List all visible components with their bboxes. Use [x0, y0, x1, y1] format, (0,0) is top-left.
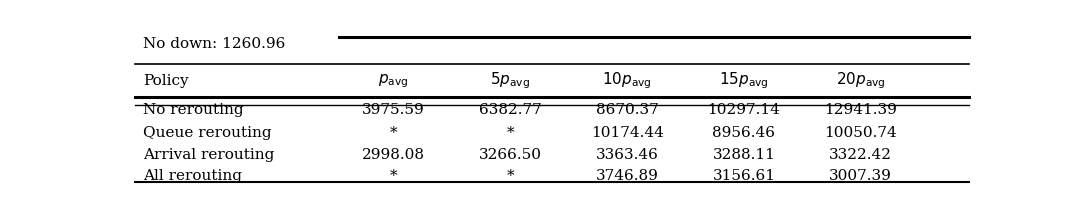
Text: 3975.59: 3975.59: [362, 103, 424, 117]
Text: No rerouting: No rerouting: [143, 103, 243, 117]
Text: 10050.74: 10050.74: [824, 126, 897, 140]
Text: 10174.44: 10174.44: [590, 126, 663, 140]
Text: 2998.08: 2998.08: [362, 148, 424, 161]
Text: All rerouting: All rerouting: [143, 169, 242, 183]
Text: 10297.14: 10297.14: [708, 103, 781, 117]
Text: No down: 1260.96: No down: 1260.96: [143, 37, 285, 51]
Text: Policy: Policy: [143, 74, 188, 88]
Text: 3288.11: 3288.11: [713, 148, 775, 161]
Text: $10p_{\mathrm{avg}}$: $10p_{\mathrm{avg}}$: [602, 71, 652, 91]
Text: $15p_{\mathrm{avg}}$: $15p_{\mathrm{avg}}$: [719, 71, 769, 91]
Text: Queue rerouting: Queue rerouting: [143, 126, 271, 140]
Text: 3322.42: 3322.42: [829, 148, 892, 161]
Text: Arrival rerouting: Arrival rerouting: [143, 148, 275, 161]
Text: 3156.61: 3156.61: [713, 169, 775, 183]
Text: $20p_{\mathrm{avg}}$: $20p_{\mathrm{avg}}$: [836, 71, 885, 91]
Text: 8956.46: 8956.46: [713, 126, 775, 140]
Text: 3363.46: 3363.46: [596, 148, 658, 161]
Text: *: *: [390, 169, 397, 183]
Text: $5p_{\mathrm{avg}}$: $5p_{\mathrm{avg}}$: [490, 71, 530, 91]
Text: 3266.50: 3266.50: [479, 148, 542, 161]
Text: 12941.39: 12941.39: [824, 103, 897, 117]
Text: *: *: [390, 126, 397, 140]
Text: *: *: [506, 126, 514, 140]
Text: *: *: [506, 169, 514, 183]
Text: $p_{\mathrm{avg}}$: $p_{\mathrm{avg}}$: [378, 72, 408, 90]
Text: 8670.37: 8670.37: [596, 103, 658, 117]
Text: 3746.89: 3746.89: [596, 169, 658, 183]
Text: 6382.77: 6382.77: [479, 103, 542, 117]
Text: 3007.39: 3007.39: [829, 169, 892, 183]
